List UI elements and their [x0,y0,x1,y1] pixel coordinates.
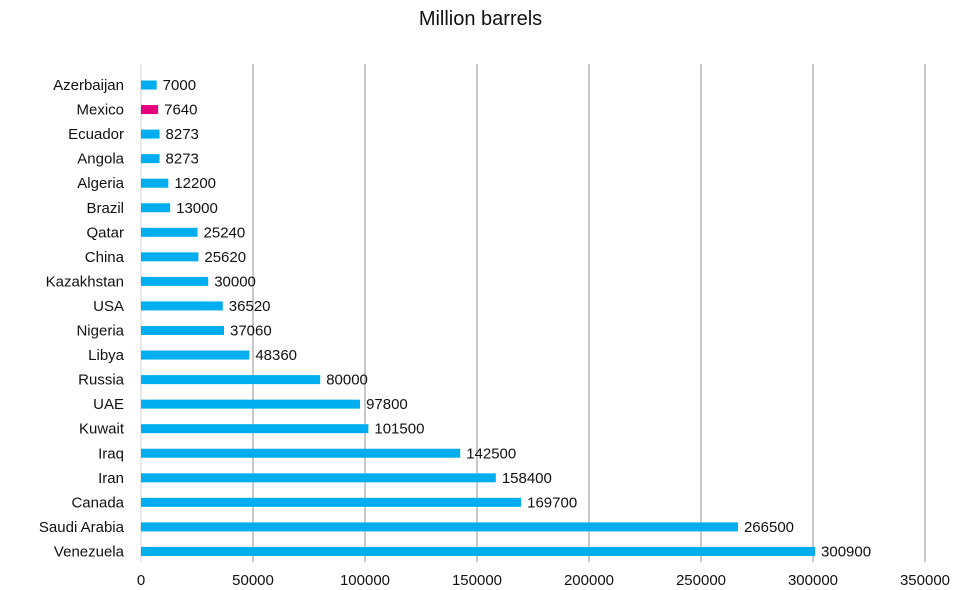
x-tick-label: 250000 [676,572,726,589]
data-label: 48360 [255,347,297,364]
data-label: 36520 [229,298,271,315]
category-label: Nigeria [76,323,124,340]
bar [141,546,816,556]
data-label: 80000 [326,372,368,389]
chart-title: Million barrels [418,8,543,30]
category-label: Kuwait [79,421,125,438]
category-label: Kazakhstan [46,273,124,290]
data-label: 12200 [174,175,216,192]
bar [141,154,160,164]
bar [141,178,169,188]
category-label: Russia [78,372,125,389]
bar [141,424,369,434]
x-tick-label: 0 [137,572,145,589]
data-label: 142500 [466,445,516,462]
data-label: 8273 [166,126,199,143]
category-label: Libya [88,347,125,364]
x-tick-label: 300000 [788,572,838,589]
bar [141,326,225,335]
category-label: Mexico [76,102,124,119]
data-label: 266500 [744,519,794,536]
data-label: 25620 [204,249,246,266]
data-label: 30000 [214,273,256,290]
bar [141,497,522,507]
bar [141,301,223,311]
data-label: 300900 [821,543,871,560]
bar [141,276,209,286]
bar [141,227,198,237]
data-label: 158400 [502,470,552,487]
data-label: 25240 [204,224,246,241]
bar [141,80,157,90]
category-label: Iraq [98,445,124,462]
category-label: Ecuador [68,126,124,143]
x-tick-label: 100000 [340,572,390,589]
bar [141,105,159,115]
x-tick-label: 200000 [564,572,614,589]
bar [141,399,361,409]
category-label: Algeria [77,175,124,192]
data-label: 7000 [163,77,196,94]
bar [141,203,171,213]
data-label: 169700 [527,494,577,511]
x-tick-label: 50000 [232,572,274,589]
category-label: Angola [77,151,124,168]
bar [141,129,160,139]
data-label: 101500 [374,421,424,438]
category-label: Venezuela [54,543,125,560]
data-label: 97800 [366,396,408,413]
data-label: 37060 [230,323,272,340]
category-label: Iran [98,470,124,487]
category-label: Canada [71,494,124,511]
category-label: USA [93,298,124,315]
category-label: Qatar [86,224,124,241]
category-label: Saudi Arabia [39,519,125,536]
category-label: Brazil [86,200,124,217]
x-tick-label: 150000 [452,572,502,589]
data-label: 7640 [164,102,197,119]
data-label: 13000 [176,200,218,217]
category-label: China [85,249,125,266]
category-label: UAE [93,396,124,413]
bar [141,473,496,483]
data-label: 8273 [166,151,199,168]
category-label: Azerbaijan [53,77,124,94]
bar [141,522,738,532]
bar [141,252,199,262]
bar [141,448,461,458]
x-tick-label: 350000 [900,572,950,589]
bar [141,375,321,385]
bar [141,350,250,360]
